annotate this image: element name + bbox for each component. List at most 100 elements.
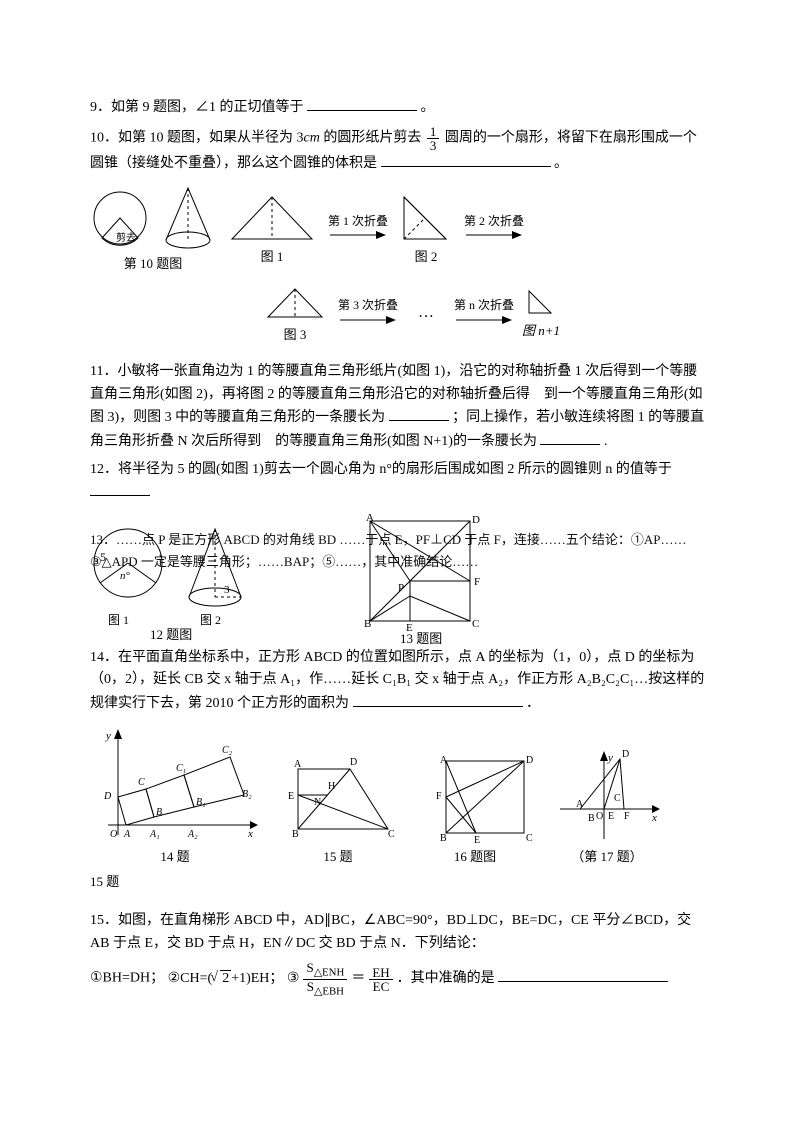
cap16: 16 题图 xyxy=(454,847,496,868)
q10-fig3-label: 图 3 xyxy=(284,325,307,346)
q14: 14．在平面直角坐标系中，正方形 ABCD 的位置如图所示，点 A 的坐标为（1… xyxy=(90,647,710,715)
dots: … xyxy=(418,300,434,326)
lblA2: A₂ xyxy=(187,829,198,840)
lblA14: A xyxy=(123,829,131,840)
fig14: O A A₁ A₂ x y D C B C₁ B₁ C₂ B₂ 14 题 xyxy=(90,725,260,868)
f15D: D xyxy=(350,757,357,768)
q10-mid: 的圆形纸片剪去 xyxy=(320,131,422,146)
q10-circle-cone: 剪去 第 10 题图 xyxy=(90,182,216,275)
f15B: B xyxy=(292,829,299,840)
f17O: O xyxy=(596,811,603,822)
f16D: D xyxy=(526,755,533,766)
right-triangle-icon xyxy=(396,189,456,245)
arrow-fold1: 第 1 次折叠 xyxy=(328,215,388,242)
figs-row: O A A₁ A₂ x y D C B C₁ B₁ C₂ B₂ 14 题 A D… xyxy=(90,725,710,868)
lblF: F xyxy=(474,576,480,588)
f16A: A xyxy=(440,755,448,766)
q10-frac-den: 3 xyxy=(427,139,440,152)
foldn-label: 第 n 次折叠 xyxy=(454,299,514,312)
svg-text:3: 3 xyxy=(224,584,230,596)
f17E: E xyxy=(608,811,614,822)
f16C: C xyxy=(526,833,533,844)
q10-caption: 第 10 题图 xyxy=(124,254,183,275)
q9-text: 9．如第 9 题图，∠1 的正切值等于 xyxy=(90,100,304,115)
lblA: A xyxy=(366,512,374,524)
q9-tail: 。 xyxy=(421,100,435,115)
q10-lead: 10．如第 10 题图，如果从半径为 3 xyxy=(90,131,304,146)
q14-tail: ． xyxy=(526,696,540,711)
f15C: C xyxy=(388,829,395,840)
q9-blank xyxy=(307,96,417,111)
f16E: E xyxy=(474,835,480,845)
q15-opt3: ③ S△ENH S△EBH ＝ EH EC ．其中准确的是 xyxy=(287,961,495,997)
fig15: A D B C E H N 15 题 xyxy=(278,749,398,868)
iso-triangle-icon xyxy=(224,189,320,245)
fig17: O A D F E B C x y （第 17 题） xyxy=(552,749,662,868)
cap15: 15 题 xyxy=(323,847,352,868)
q10-cm: cm xyxy=(304,131,320,146)
arrow-icon xyxy=(456,313,512,327)
lblB: B xyxy=(364,618,371,630)
arrow-fold2: 第 2 次折叠 xyxy=(464,215,524,242)
arrow-icon xyxy=(340,313,396,327)
q11-tail: . xyxy=(604,434,608,449)
cap17: （第 17 题） xyxy=(571,847,643,868)
q13-text: 13．……点 P 是正方形 ABCD 的对角线 BD ……于点 E，PF⊥CD … xyxy=(90,529,710,573)
q10-fig3: 图 3 xyxy=(260,281,330,346)
lblB2: B₂ xyxy=(242,789,252,800)
f17C: C xyxy=(614,793,621,804)
lblx: x xyxy=(247,828,253,840)
f15N: N xyxy=(314,797,321,808)
f17A: A xyxy=(576,799,584,810)
cap15b: 15 题 xyxy=(90,872,710,893)
q11-blank2 xyxy=(540,430,600,445)
f15A: A xyxy=(294,759,302,770)
q12: 12．将半径为 5 的圆(如图 1)剪去一个圆心角为 n°的扇形后围成如图 2 … xyxy=(90,459,710,505)
q14-blank xyxy=(353,692,523,707)
q11-blank1 xyxy=(389,406,449,421)
f17F: F xyxy=(624,811,630,822)
square-fold-icon: A D B C E F xyxy=(416,749,534,845)
q10-fig2-label: 图 2 xyxy=(415,247,438,268)
q15-blank xyxy=(498,967,668,982)
cap-q13: 13 题图 xyxy=(400,629,442,650)
lblD: D xyxy=(472,514,480,526)
q15-opt2: ②CH=(2+1)EH； xyxy=(168,971,287,986)
circle-wedge-icon: 剪去 xyxy=(90,188,154,252)
lblO: O xyxy=(110,829,117,840)
small-iso-triangle-icon xyxy=(260,281,330,323)
f15H: H xyxy=(328,781,335,792)
lblB1: B₁ xyxy=(196,797,206,808)
q10: 10．如第 10 题图，如果从半径为 3cm 的圆形纸片剪去 1 3 圆周的一个… xyxy=(90,125,710,175)
f17D: D xyxy=(622,749,629,760)
q10-fig-row1: 剪去 第 10 题图 图 1 第 1 次折叠 图 2 第 2 次折 xyxy=(90,182,710,275)
q10-frac: 1 3 xyxy=(427,125,440,152)
arrow-foldn: 第 n 次折叠 xyxy=(454,299,514,326)
q10-fig1-label: 图 1 xyxy=(261,247,284,268)
cone-icon xyxy=(160,182,216,252)
fold1-label: 第 1 次折叠 xyxy=(328,215,388,228)
lblP: P xyxy=(398,582,404,594)
q10-fig-row2: 图 3 第 3 次折叠 … 第 n 次折叠 图 n+1 xyxy=(260,281,710,346)
lblA1: A₁ xyxy=(149,829,160,840)
fig16: A D B C E F 16 题图 xyxy=(416,749,534,868)
f16F: F xyxy=(436,791,442,802)
lblD14: D xyxy=(103,791,112,802)
trapezoid-icon: A D B C E H N xyxy=(278,749,398,845)
q10-fign1-label: 图 n+1 xyxy=(522,321,560,342)
arrow-icon xyxy=(330,228,386,242)
q10-tail: 。 xyxy=(554,156,568,171)
q15-opts: ①BH=DH； ②CH=(2+1)EH； ③ S△ENH S△EBH ＝ EH … xyxy=(90,961,710,997)
lblC1: C₁ xyxy=(176,763,186,774)
q10-fign1: 图 n+1 xyxy=(522,285,560,342)
q15: 15．如图，在直角梯形 ABCD 中，AD∥BC，∠ABC=90°，BD⊥DC，… xyxy=(90,910,710,955)
q10-blank xyxy=(381,152,551,167)
lbly: y xyxy=(105,730,111,742)
arrow-icon xyxy=(466,228,522,242)
lblC2: C₂ xyxy=(222,745,233,756)
cap-q12: 12 题图 xyxy=(150,625,192,646)
q12-blank xyxy=(90,481,150,496)
f16B: B xyxy=(440,833,447,844)
q10-fig1: 图 1 xyxy=(224,189,320,268)
lblC: C xyxy=(472,618,479,630)
